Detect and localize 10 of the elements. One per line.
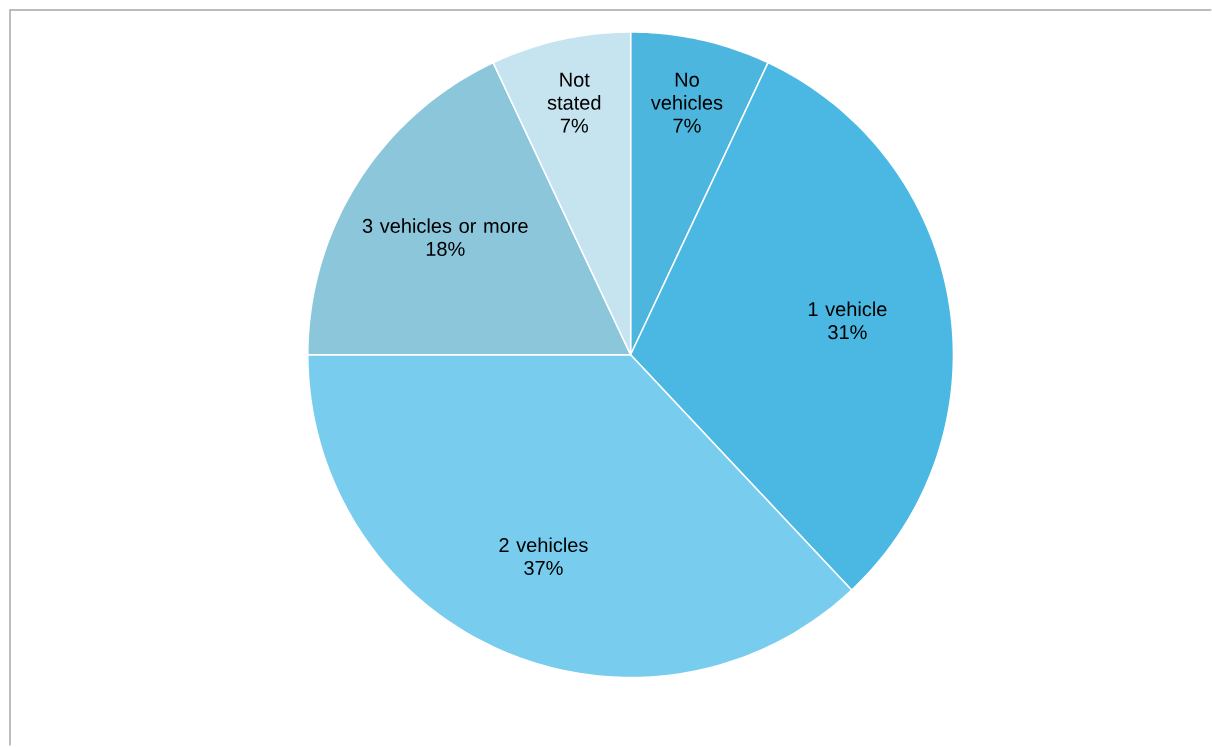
data-label: 7% [673,118,701,133]
slice-label: Not stated [547,73,601,110]
slice-label: No vehicles [650,73,723,110]
slice-label: 3 vehicles or more [362,218,528,234]
data-label: 7% [560,118,589,133]
data-label: 37% [524,561,563,576]
data-label: 18% [426,242,465,257]
slice-label: 2 vehicles [499,537,588,553]
slice-label: 1 vehicle [808,301,887,317]
data-label: 31% [828,325,867,340]
